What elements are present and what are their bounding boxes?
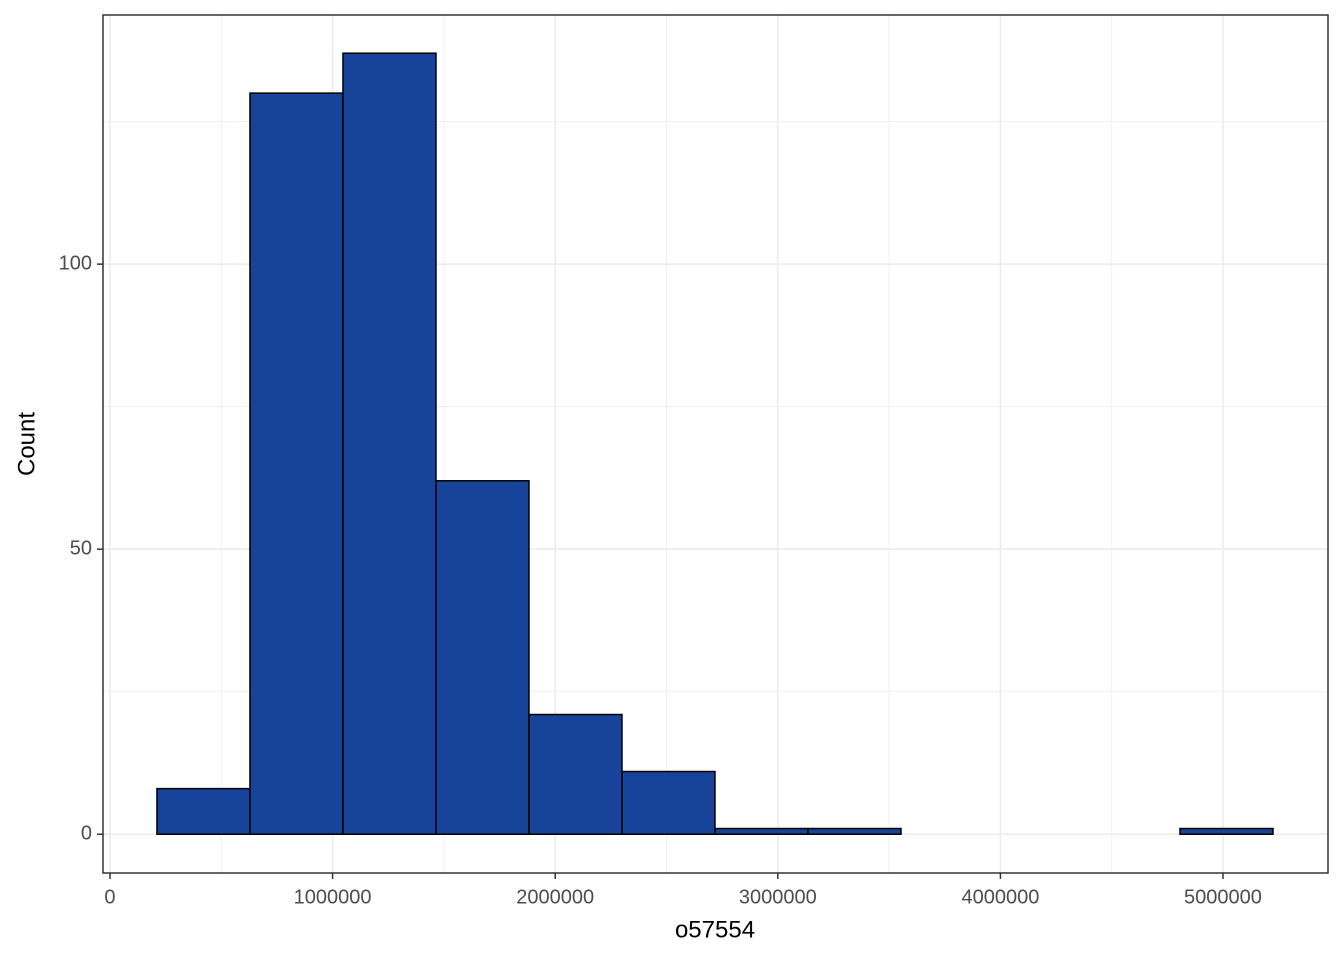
x-tick-label: 5000000 [1184, 886, 1262, 908]
bar [1179, 827, 1274, 835]
bar [621, 770, 716, 835]
bar [714, 827, 809, 835]
y-tick-label: 50 [70, 537, 92, 559]
bar [342, 52, 437, 835]
x-tick-label: 4000000 [961, 886, 1039, 908]
panel-border [102, 14, 1329, 874]
y-tick-label: 0 [81, 823, 92, 845]
x-tick-label: 0 [104, 886, 115, 908]
bar [528, 713, 623, 835]
bar [156, 787, 251, 835]
x-tick-label: 1000000 [294, 886, 372, 908]
y-axis-title: Count [13, 412, 40, 476]
x-tick-label: 2000000 [516, 886, 594, 908]
x-axis-title: o57554 [675, 916, 755, 943]
x-tick-label: 3000000 [739, 886, 817, 908]
y-tick-label: 100 [59, 252, 92, 274]
bar [249, 92, 344, 835]
bar [435, 480, 530, 835]
bar [807, 827, 902, 835]
